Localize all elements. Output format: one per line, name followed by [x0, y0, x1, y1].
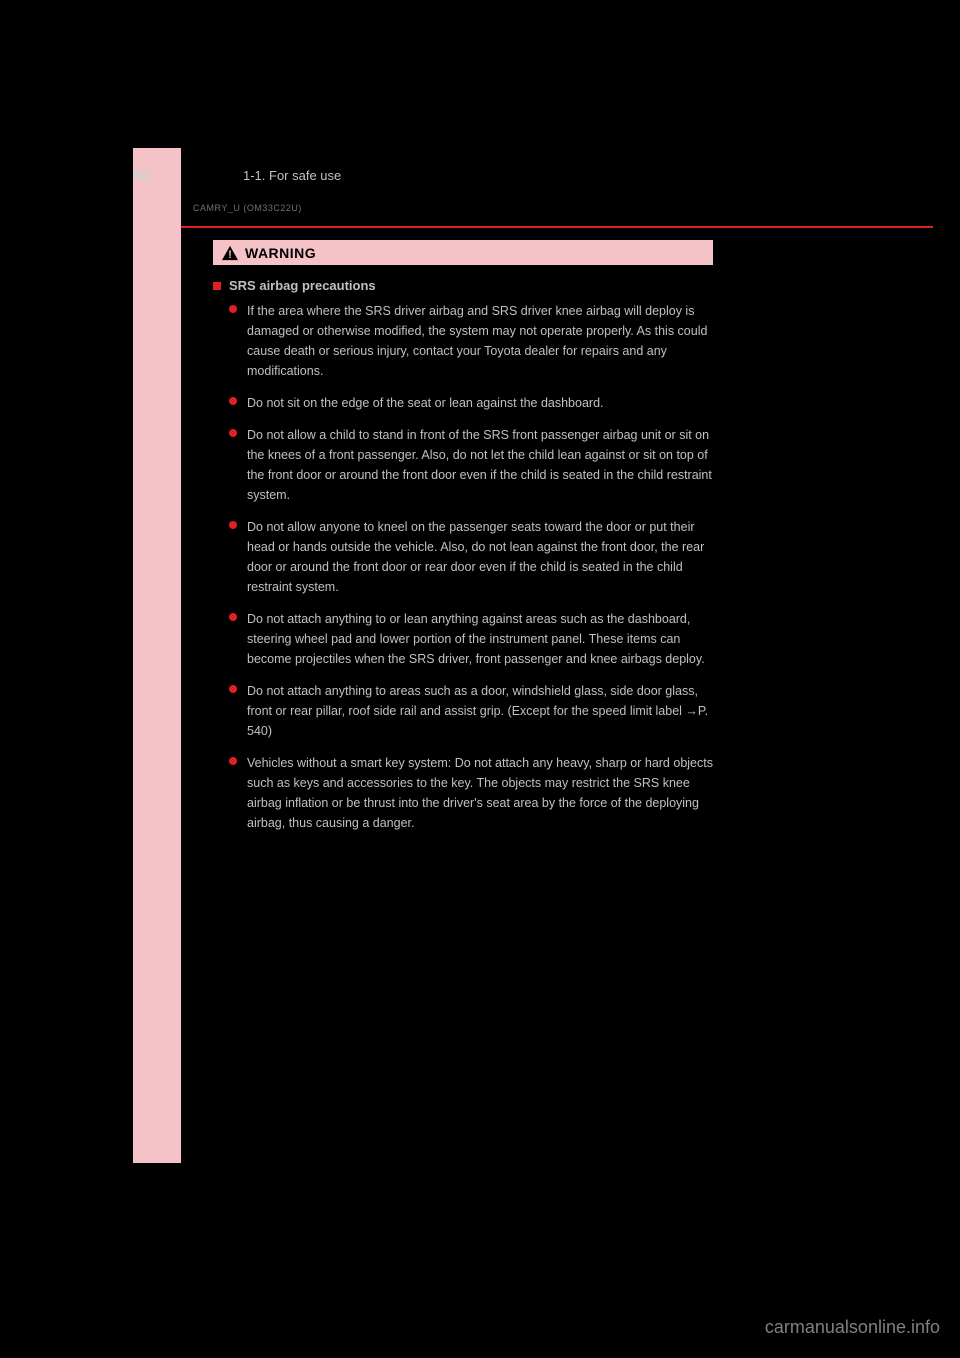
bullet-text: If the area where the SRS driver airbag … — [247, 301, 713, 381]
bullet-text: Do not allow anyone to kneel on the pass… — [247, 517, 713, 597]
bullet-icon — [229, 685, 237, 693]
divider-line — [181, 226, 933, 228]
bullet-item: Do not allow anyone to kneel on the pass… — [213, 517, 713, 597]
breadcrumb: 1-1. For safe use — [243, 168, 341, 183]
bullet-text: Do not attach anything to or lean anythi… — [247, 609, 713, 669]
bullet-icon — [229, 397, 237, 405]
bullet-item: Do not attach anything to areas such as … — [213, 681, 713, 741]
bullet-text: Do not attach anything to areas such as … — [247, 681, 713, 741]
model-code: CAMRY_U (OM33C22U) — [193, 203, 302, 213]
bullet-item: Do not attach anything to or lean anythi… — [213, 609, 713, 669]
bullet-item: Do not sit on the edge of the seat or le… — [213, 393, 713, 413]
bullet-item: Vehicles without a smart key system: Do … — [213, 753, 713, 833]
bullet-icon — [229, 757, 237, 765]
bullet-icon — [229, 613, 237, 621]
page-container: 56 1-1. For safe use CAMRY_U (OM33C22U) … — [133, 148, 833, 1163]
section-sidebar — [133, 148, 181, 1163]
bullet-text: Do not allow a child to stand in front o… — [247, 425, 713, 505]
bullet-icon — [229, 521, 237, 529]
bullet-icon — [229, 429, 237, 437]
bullet-text: Do not sit on the edge of the seat or le… — [247, 393, 604, 413]
watermark: carmanualsonline.info — [765, 1317, 940, 1338]
content-area: SRS airbag precautions If the area where… — [213, 278, 713, 845]
bullet-item: If the area where the SRS driver airbag … — [213, 301, 713, 381]
warning-label: WARNING — [245, 245, 316, 261]
section-title: SRS airbag precautions — [229, 278, 376, 293]
warning-triangle-icon: ! — [221, 245, 239, 261]
bullet-icon — [229, 305, 237, 313]
svg-text:!: ! — [228, 248, 232, 260]
section-title-row: SRS airbag precautions — [213, 278, 713, 293]
bullet-text: Vehicles without a smart key system: Do … — [247, 753, 713, 833]
section-marker-icon — [213, 282, 221, 290]
page-number: 56 — [133, 168, 151, 186]
warning-header: ! WARNING — [213, 240, 713, 265]
bullet-item: Do not allow a child to stand in front o… — [213, 425, 713, 505]
